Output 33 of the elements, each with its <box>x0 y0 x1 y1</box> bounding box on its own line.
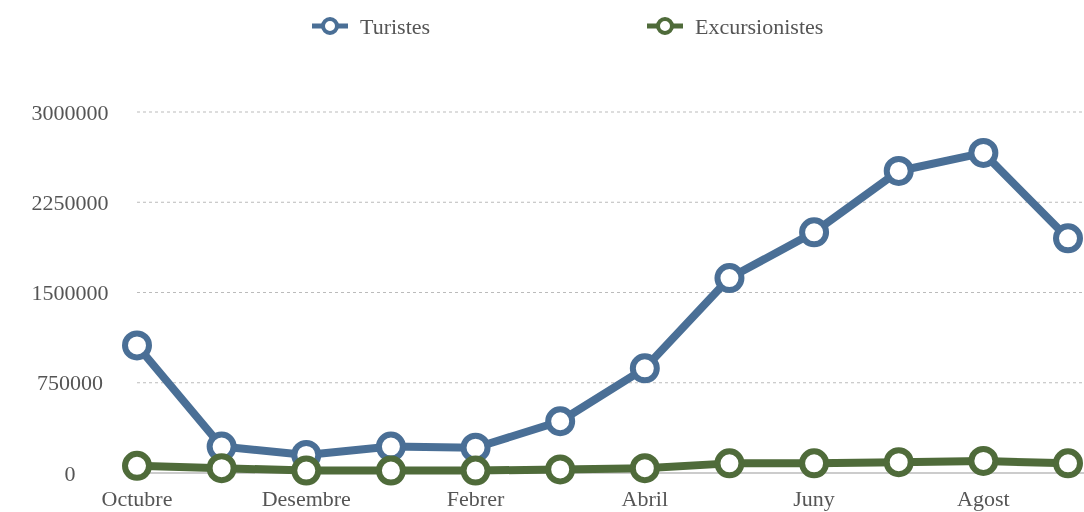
legend-label: Turistes <box>360 13 431 39</box>
x-tick-label: Agost <box>957 486 1010 511</box>
point <box>714 448 745 479</box>
point <box>1053 223 1083 254</box>
legend-label: Excursionistes <box>695 13 824 39</box>
x-tick-label: Abril <box>621 486 669 511</box>
y-tick-label: 1500000 <box>31 280 109 306</box>
point <box>460 455 491 486</box>
point <box>799 448 830 479</box>
point <box>122 450 152 481</box>
x-tick-label: Octubre <box>101 486 173 511</box>
point <box>375 455 406 486</box>
point <box>545 454 576 485</box>
point <box>883 155 914 186</box>
point <box>1053 448 1083 479</box>
x-tick-label: Febrer <box>446 486 505 511</box>
x-tick-label: Desembre <box>261 486 351 511</box>
y-tick-label: 3000000 <box>31 99 109 125</box>
point <box>291 455 322 486</box>
point <box>968 137 999 168</box>
point <box>714 263 745 294</box>
point <box>968 445 999 476</box>
y-tick-label: 750000 <box>37 370 103 396</box>
point <box>629 353 660 384</box>
point <box>799 217 830 248</box>
point <box>883 447 914 478</box>
y-tick-label: 0 <box>64 460 76 486</box>
y-tick-label: 2250000 <box>31 189 109 215</box>
point <box>629 453 660 484</box>
point <box>206 453 237 484</box>
point <box>122 330 152 361</box>
point <box>545 406 576 437</box>
x-tick-label: Juny <box>793 486 835 511</box>
